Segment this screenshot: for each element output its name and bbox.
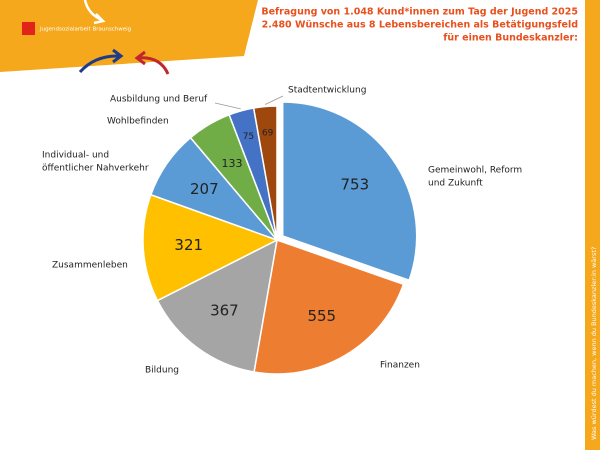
value-label: 753 — [341, 175, 370, 193]
leader-line — [214, 102, 241, 110]
arrow-head — [112, 48, 124, 64]
value-label: 555 — [307, 307, 336, 325]
category-label: öffentlicher Nahverkehr — [42, 164, 149, 174]
leader-line — [264, 95, 284, 105]
side-text: Was würdest du machen, wenn du Bundeskan… — [590, 247, 598, 440]
title-line: Befragung von 1.048 Kund*innen zum Tag d… — [261, 7, 578, 18]
category-label: Individual- und — [42, 151, 109, 161]
value-label: 321 — [174, 236, 203, 254]
value-label: 75 — [243, 132, 254, 142]
logo-text: Jugendsozialarbeit Braunschweig — [39, 27, 131, 33]
pie-slice — [281, 101, 418, 282]
side-bar — [585, 0, 600, 450]
value-label: 207 — [190, 180, 219, 198]
pie-slice — [252, 105, 278, 241]
title: Befragung von 1.048 Kund*innen zum Tag d… — [261, 7, 578, 44]
arrow-head — [134, 50, 146, 66]
category-label: Bildung — [145, 366, 179, 376]
category-label: Finanzen — [380, 361, 420, 371]
title-line: 2.480 Wünsche aus 8 Lebensbereichen als … — [262, 20, 578, 31]
pie: 753 Gemeinwohl, Reform und Zukunft 555 Finan… — [42, 86, 522, 376]
arrow — [137, 56, 170, 75]
arrow-head — [93, 13, 106, 25]
header-shape — [0, 0, 258, 72]
category-label: und Zukunft — [428, 179, 483, 189]
category-label: Stadtentwicklung — [288, 86, 366, 96]
logo-icon — [22, 22, 35, 35]
value-label: 367 — [210, 302, 239, 320]
pie-slice — [142, 193, 279, 302]
pie-slice — [156, 238, 278, 373]
value-label: 133 — [222, 157, 243, 170]
arrow — [78, 54, 121, 74]
category-label: Zusammenleben — [52, 261, 128, 271]
pie-slice — [253, 238, 405, 375]
title-line: für einen Bundeskanzler: — [443, 33, 578, 44]
category-label: Ausbildung und Beruf — [110, 95, 208, 105]
category-label: Wohlbefinden — [107, 117, 169, 127]
category-label: Gemeinwohl, Reform — [428, 166, 522, 176]
value-label: 69 — [262, 129, 274, 139]
